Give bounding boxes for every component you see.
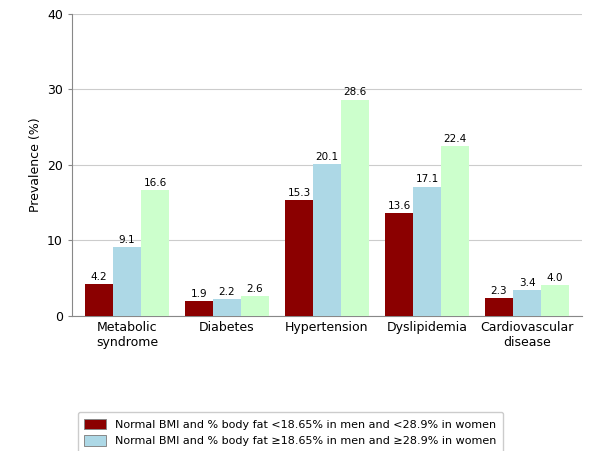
Bar: [385, 213, 413, 316]
Text: 20.1: 20.1: [316, 152, 338, 161]
Text: 4.0: 4.0: [547, 273, 563, 283]
Bar: [185, 301, 213, 316]
Bar: [413, 187, 441, 316]
Bar: [285, 200, 313, 316]
Text: 16.6: 16.6: [143, 178, 167, 188]
Text: 3.4: 3.4: [518, 278, 535, 288]
Text: 1.9: 1.9: [191, 289, 208, 299]
Bar: [85, 284, 113, 316]
Bar: [213, 299, 241, 316]
Text: 13.6: 13.6: [388, 201, 410, 211]
Bar: [141, 190, 169, 316]
Bar: [441, 147, 469, 316]
Bar: [541, 285, 569, 316]
Bar: [313, 164, 341, 316]
Text: 9.1: 9.1: [119, 235, 136, 245]
Bar: [485, 298, 513, 316]
Bar: [341, 100, 369, 316]
Bar: [241, 296, 269, 316]
Text: 4.2: 4.2: [91, 272, 107, 282]
Text: 2.2: 2.2: [218, 287, 235, 297]
Text: 2.6: 2.6: [247, 284, 263, 294]
Y-axis label: Prevalence (%): Prevalence (%): [29, 117, 41, 212]
Bar: [113, 247, 141, 316]
Text: 17.1: 17.1: [415, 174, 439, 184]
Bar: [513, 290, 541, 316]
Text: 15.3: 15.3: [287, 188, 311, 198]
Text: 28.6: 28.6: [343, 87, 367, 97]
Text: 2.3: 2.3: [491, 286, 508, 296]
Text: 22.4: 22.4: [443, 134, 467, 144]
Legend: Normal BMI and % body fat <18.65% in men and <28.9% in women, Normal BMI and % b: Normal BMI and % body fat <18.65% in men…: [77, 412, 503, 451]
